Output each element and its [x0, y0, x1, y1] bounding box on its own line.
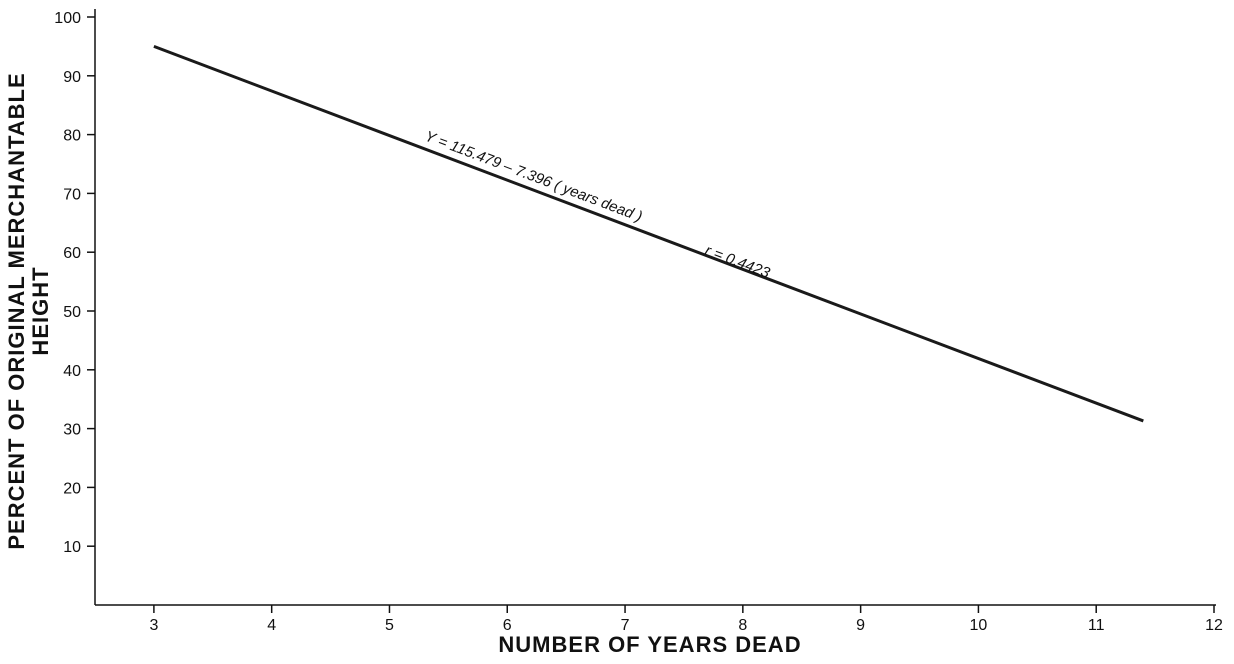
x-tick-label: 9 [856, 617, 865, 634]
y-tick-label: 60 [63, 245, 81, 262]
y-tick-label: 10 [63, 539, 81, 556]
y-tick-label: 40 [63, 363, 81, 380]
x-tick-label: 5 [385, 617, 394, 634]
x-tick-label: 12 [1205, 617, 1223, 634]
annotation: Y = 115.479 – 7.396 ( years dead ) [423, 128, 645, 226]
y-tick-label: 20 [63, 480, 81, 497]
x-tick-label: 11 [1088, 617, 1105, 634]
y-tick-label: 50 [63, 304, 81, 321]
x-tick-label: 7 [621, 617, 630, 634]
y-tick-label: 70 [63, 186, 81, 203]
x-tick-label: 3 [149, 617, 158, 634]
y-axis-title: PERCENT OF ORIGINAL MERCHANTABLE [4, 72, 29, 549]
y-tick-label: 100 [54, 10, 81, 27]
line [153, 44, 1144, 423]
x-axis-title: NUMBER OF YEARS DEAD [498, 632, 801, 657]
annotation: r = 0.4423 [703, 242, 773, 282]
y-tick-label: 80 [63, 128, 81, 145]
y-tick-label: 90 [63, 69, 81, 86]
x-tick-label: 8 [738, 617, 747, 634]
y-tick-label: 30 [63, 422, 81, 439]
x-tick-label: 10 [970, 617, 988, 634]
y-axis-title: HEIGHT [28, 266, 53, 355]
x-tick-label: 4 [267, 617, 276, 634]
x-tick-label: 6 [503, 617, 512, 634]
